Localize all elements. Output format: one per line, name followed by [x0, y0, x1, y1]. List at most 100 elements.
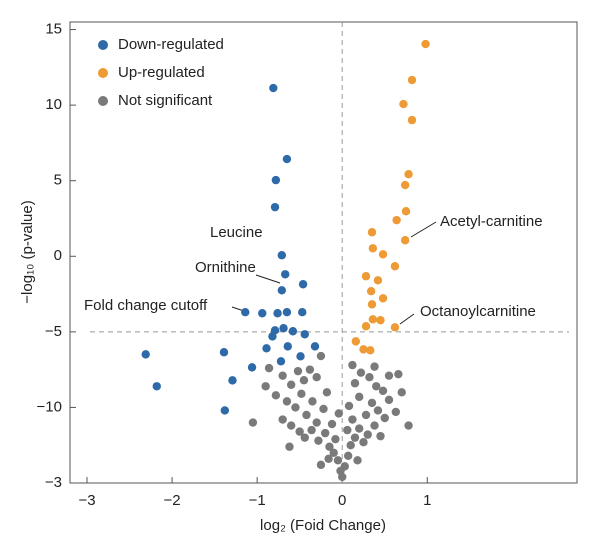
- data-point: [350, 433, 360, 442]
- data-point: [390, 323, 400, 332]
- data-point: [296, 352, 305, 361]
- data-point: [271, 391, 281, 400]
- data-point: [141, 350, 150, 359]
- data-point: [353, 456, 362, 465]
- x-tick-label: 0: [338, 492, 346, 509]
- data-point: [220, 406, 230, 415]
- annotation: Leucine: [210, 224, 263, 241]
- legend-label: Up-regulated: [118, 64, 205, 81]
- data-point: [356, 368, 366, 377]
- data-point: [373, 406, 383, 415]
- data-point: [400, 236, 410, 245]
- data-point: [361, 322, 371, 331]
- data-point: [367, 300, 377, 309]
- data-point: [324, 454, 333, 464]
- data-point: [361, 272, 371, 281]
- data-point: [340, 462, 349, 471]
- data-point: [378, 294, 388, 303]
- data-point: [262, 344, 271, 353]
- data-point: [152, 382, 161, 391]
- data-point: [276, 357, 286, 366]
- data-point: [368, 244, 378, 253]
- data-point: [384, 395, 394, 405]
- data-point: [331, 434, 340, 444]
- data-point: [279, 324, 288, 333]
- data-point: [298, 308, 307, 317]
- data-point: [338, 472, 347, 482]
- y-tick-label: −5: [45, 323, 62, 340]
- data-point: [322, 388, 332, 397]
- legend-marker: [98, 96, 108, 106]
- x-tick-label: −2: [164, 492, 181, 509]
- y-tick-label: 10: [45, 96, 62, 113]
- data-point: [314, 436, 323, 445]
- y-tick-label: 0: [54, 247, 62, 264]
- data-point: [282, 154, 292, 164]
- data-point: [228, 376, 237, 385]
- data-point: [390, 262, 400, 271]
- data-point: [308, 397, 317, 406]
- data-point: [329, 448, 338, 457]
- data-point: [286, 421, 296, 430]
- data-point: [346, 441, 355, 450]
- legend-marker: [98, 68, 108, 78]
- leader-line: [399, 313, 415, 325]
- data-point: [264, 363, 274, 373]
- data-point: [407, 115, 417, 125]
- data-point: [333, 456, 343, 465]
- data-point: [312, 418, 321, 427]
- y-tick-label: 15: [45, 21, 62, 38]
- data-point: [359, 437, 368, 447]
- data-point: [376, 316, 385, 325]
- data-point: [321, 428, 330, 438]
- x-tick-label: −3: [78, 492, 95, 509]
- annotation: Ornithine: [195, 259, 256, 276]
- data-point: [368, 315, 378, 324]
- data-point: [373, 276, 383, 285]
- data-point: [273, 309, 282, 318]
- leader-line: [410, 221, 437, 238]
- data-point: [261, 382, 270, 391]
- data-point: [397, 388, 406, 397]
- data-point: [334, 409, 344, 418]
- data-point: [278, 415, 287, 424]
- data-point: [372, 382, 381, 391]
- legend-marker: [98, 40, 108, 50]
- data-point: [366, 346, 375, 355]
- data-point: [316, 460, 326, 470]
- data-point: [307, 425, 316, 435]
- data-point: [407, 75, 417, 85]
- data-point: [404, 170, 413, 179]
- y-tick-label: −10: [37, 398, 62, 415]
- data-point: [258, 309, 267, 318]
- data-point: [325, 442, 334, 451]
- data-point: [378, 386, 388, 395]
- y-tick-label: −3: [45, 474, 62, 491]
- data-point: [399, 99, 408, 109]
- data-point: [380, 413, 389, 423]
- data-point: [319, 404, 328, 414]
- data-point: [305, 365, 315, 374]
- data-point: [401, 207, 411, 216]
- y-tick-label: 5: [54, 172, 62, 189]
- data-point: [316, 351, 326, 361]
- data-point: [370, 421, 379, 430]
- data-point: [365, 372, 374, 382]
- data-point: [281, 270, 290, 279]
- x-axis-label: log₂ (Foid Change): [260, 517, 386, 534]
- data-point: [277, 251, 287, 260]
- data-point: [363, 430, 372, 439]
- data-point: [300, 330, 309, 339]
- data-point: [378, 250, 388, 259]
- leader-line: [255, 274, 281, 284]
- data-point: [310, 342, 320, 351]
- data-point: [366, 286, 376, 296]
- data-point: [348, 360, 357, 370]
- data-point: [302, 410, 311, 420]
- data-point: [271, 175, 281, 185]
- data-point: [268, 332, 277, 341]
- data-point: [300, 433, 309, 442]
- plot-frame: [69, 21, 578, 484]
- data-point: [348, 415, 357, 424]
